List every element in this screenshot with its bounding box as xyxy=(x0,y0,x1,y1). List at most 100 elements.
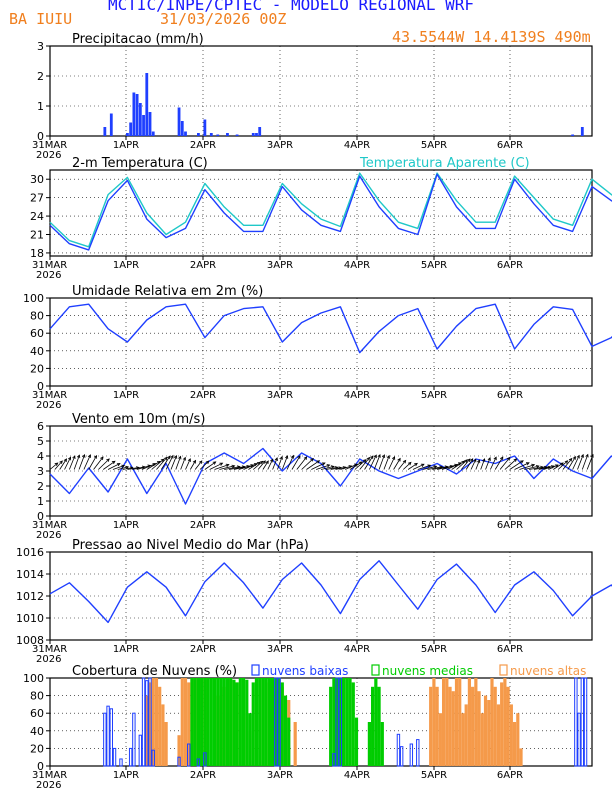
wind-arrow xyxy=(219,465,235,470)
wind-arrow xyxy=(407,463,418,470)
apparent-temp-legend: Temperatura Aparente (C) xyxy=(359,156,530,171)
wind-arrow xyxy=(470,459,477,470)
precip-bar xyxy=(151,131,155,136)
wind-arrow xyxy=(277,456,283,470)
temperature-title: 2-m Temperatura (C) xyxy=(72,156,208,171)
high-cloud-bar xyxy=(471,686,475,766)
high-cloud-bar xyxy=(177,735,181,766)
precip-bar xyxy=(255,133,258,136)
wind-xtick-label: 2APR xyxy=(190,520,216,531)
wind-arrow xyxy=(83,454,91,470)
wind-xtick-label: 6APR xyxy=(497,520,523,531)
wind-arrow-head xyxy=(170,454,174,459)
wind-arrow xyxy=(165,455,174,470)
wind-arrow-head xyxy=(93,454,98,459)
wind-arrow xyxy=(281,455,288,470)
clouds-xtick-label: 3APR xyxy=(267,770,293,781)
temperature-xtick-label: 4APR xyxy=(344,260,370,271)
humidity-xtick-label: 31MAR xyxy=(32,390,67,401)
high-cloud-bar xyxy=(448,686,452,766)
low-cloud-bar xyxy=(148,677,152,767)
pressure-xtick-label: 6APR xyxy=(497,644,523,655)
wind-ytick-label: 0 xyxy=(37,510,44,523)
precip-bar xyxy=(571,134,575,136)
mid-cloud-bar xyxy=(345,678,349,766)
high-cloud-bar xyxy=(506,686,510,766)
wind-arrow xyxy=(107,463,121,470)
pressure-xtick-label: 31MAR xyxy=(32,644,67,655)
wind-arrow-head xyxy=(163,456,168,461)
mid-cloud-bar xyxy=(241,678,246,766)
high-cloud-bar xyxy=(438,713,442,766)
mid-cloud-bar xyxy=(380,722,384,766)
wind-arrow-head xyxy=(525,462,530,466)
low-cloud-bar xyxy=(580,677,585,767)
wind-arrow xyxy=(475,459,480,470)
low-cloud-bar xyxy=(106,705,110,767)
clouds-ytick-label: 40 xyxy=(30,725,44,738)
wind-arrow xyxy=(127,467,139,470)
low-cloud-bar xyxy=(187,743,191,767)
clouds-year-label: 2026 xyxy=(36,780,61,791)
temperature-ytick-label: 18 xyxy=(30,247,44,260)
high-cloud-bar xyxy=(474,678,478,766)
high-cloud-bar xyxy=(293,722,297,766)
wind-speed-line xyxy=(49,447,612,505)
high-cloud-bar xyxy=(480,713,484,766)
wind-arrow xyxy=(316,464,330,470)
wind-arrow-head xyxy=(198,460,203,464)
wind-arrow-head xyxy=(76,454,81,459)
low-cloud-bar xyxy=(138,734,143,767)
high-cloud-bar xyxy=(454,678,459,766)
pressure-line xyxy=(49,560,612,624)
wind-arrow-head xyxy=(321,462,326,466)
wind-arrow-head xyxy=(72,455,76,460)
low-cloud-bar xyxy=(399,746,404,767)
mid-cloud-bar xyxy=(203,678,207,766)
high-cloud-bar xyxy=(503,678,507,766)
mid-cloud-bar xyxy=(238,678,242,766)
wind-arrow xyxy=(345,463,358,470)
wind-arrow-head xyxy=(397,457,401,462)
precip-bar xyxy=(258,127,262,136)
mid-cloud-bar xyxy=(287,717,291,766)
pressure-ytick-label: 1008 xyxy=(16,634,44,647)
wind-arrow xyxy=(446,462,462,470)
precip-bar xyxy=(184,131,187,136)
wind-arrow-head xyxy=(326,464,331,468)
precip-bar xyxy=(580,127,584,136)
high-cloud-bar xyxy=(516,713,520,766)
mid-cloud-bar xyxy=(209,678,213,766)
precip-bar xyxy=(226,133,229,136)
pressure-xtick-label: 1APR xyxy=(113,644,139,655)
humidity-ytick-label: 0 xyxy=(37,380,44,393)
pressure-ytick-label: 1014 xyxy=(16,568,44,581)
wind-arrow-head xyxy=(63,458,67,463)
mid-cloud-bar xyxy=(254,678,259,766)
precip-ytick-label: 0 xyxy=(37,130,44,143)
mid-cloud-bar xyxy=(235,682,239,766)
high-cloud-bar xyxy=(477,691,481,766)
high-cloud-bar xyxy=(467,678,472,766)
wind-arrow xyxy=(252,460,263,470)
wind-arrow xyxy=(180,457,186,470)
precip-bar xyxy=(103,127,107,136)
precip-xtick-label: 31MAR xyxy=(32,140,67,151)
mid-cloud-bar xyxy=(225,678,230,766)
wind-arrow-head xyxy=(513,458,518,462)
wind-arrow xyxy=(93,456,104,470)
low-cloud-bar xyxy=(338,677,343,767)
precip-bar xyxy=(180,121,184,136)
wind-arrow-head xyxy=(520,460,524,464)
wind-xtick-label: 3APR xyxy=(267,520,293,531)
wind-arrow xyxy=(209,462,223,470)
mid-cloud-bar xyxy=(351,682,355,766)
low-cloud-bar xyxy=(203,752,207,767)
low-cloud-bar xyxy=(196,758,201,767)
humidity-year-label: 2026 xyxy=(36,400,61,411)
wind-xtick-label: 4APR xyxy=(344,520,370,531)
wind-xtick-label: 31MAR xyxy=(32,520,67,531)
wind-arrow-head xyxy=(487,456,491,461)
precip-ytick-label: 2 xyxy=(37,70,44,83)
mid-cloud-bar xyxy=(283,695,288,766)
